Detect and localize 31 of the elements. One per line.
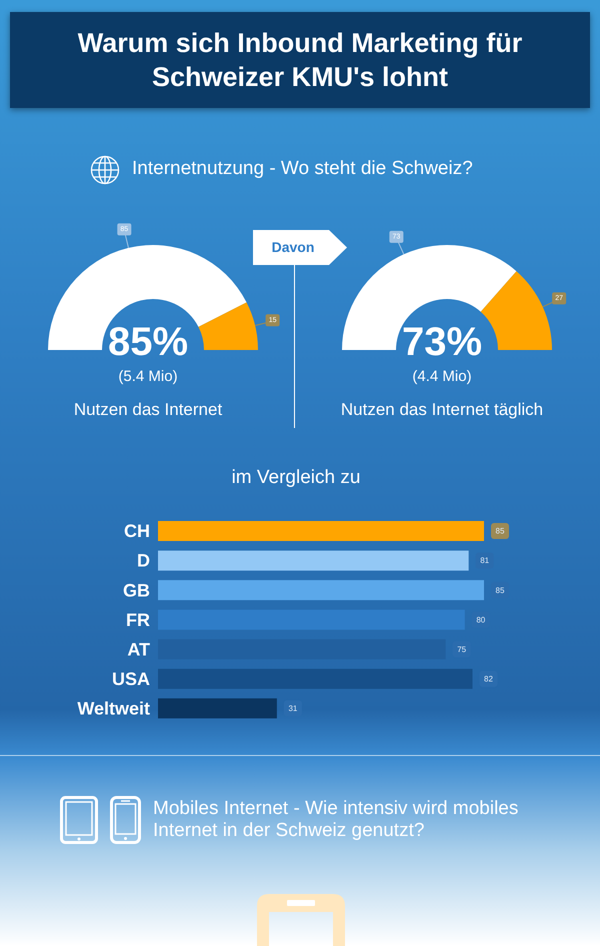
text: Warum sich Inbound Marketing für Schweizer KMU's lohnt xyxy=(76,27,524,94)
text: 73% xyxy=(400,320,484,365)
bar xyxy=(158,580,484,600)
chart-title: im Vergleich zu xyxy=(230,467,362,489)
y-tick-label: CH xyxy=(124,521,150,542)
data-label: 82 xyxy=(484,674,494,684)
text: Mobiles Internet - Wie intensiv wird mobiles Internet in der Schweiz genutzt? xyxy=(153,798,520,842)
text: 85% xyxy=(108,320,188,364)
bar xyxy=(158,668,472,689)
data-label: 85 xyxy=(496,526,505,536)
data-label: 31 xyxy=(288,704,298,714)
arrow-sign: Davon xyxy=(253,230,347,265)
data-label: 80 xyxy=(476,615,486,624)
text: (5.4 Mio) xyxy=(117,368,179,385)
y-tick-label: USA xyxy=(112,669,150,690)
bar xyxy=(158,521,484,541)
bar xyxy=(158,550,469,571)
y-tick-label: D xyxy=(137,550,150,571)
bar xyxy=(158,610,465,630)
text: Internetnutzung - Wo steht die Schweiz? xyxy=(132,158,473,180)
data-label: 85 xyxy=(496,586,505,595)
text: Nutzen das Internet täglich xyxy=(340,400,544,420)
bar xyxy=(158,698,277,718)
text: Nutzen das Internet xyxy=(72,400,224,420)
data-label: 81 xyxy=(480,556,490,566)
y-tick-label: AT xyxy=(127,639,150,660)
text: (4.4 Mio) xyxy=(411,368,473,385)
y-tick-label: FR xyxy=(126,610,150,630)
data-label: 75 xyxy=(457,644,467,654)
y-tick-label: GB xyxy=(123,580,150,600)
y-tick-label: Weltweit xyxy=(77,698,150,719)
